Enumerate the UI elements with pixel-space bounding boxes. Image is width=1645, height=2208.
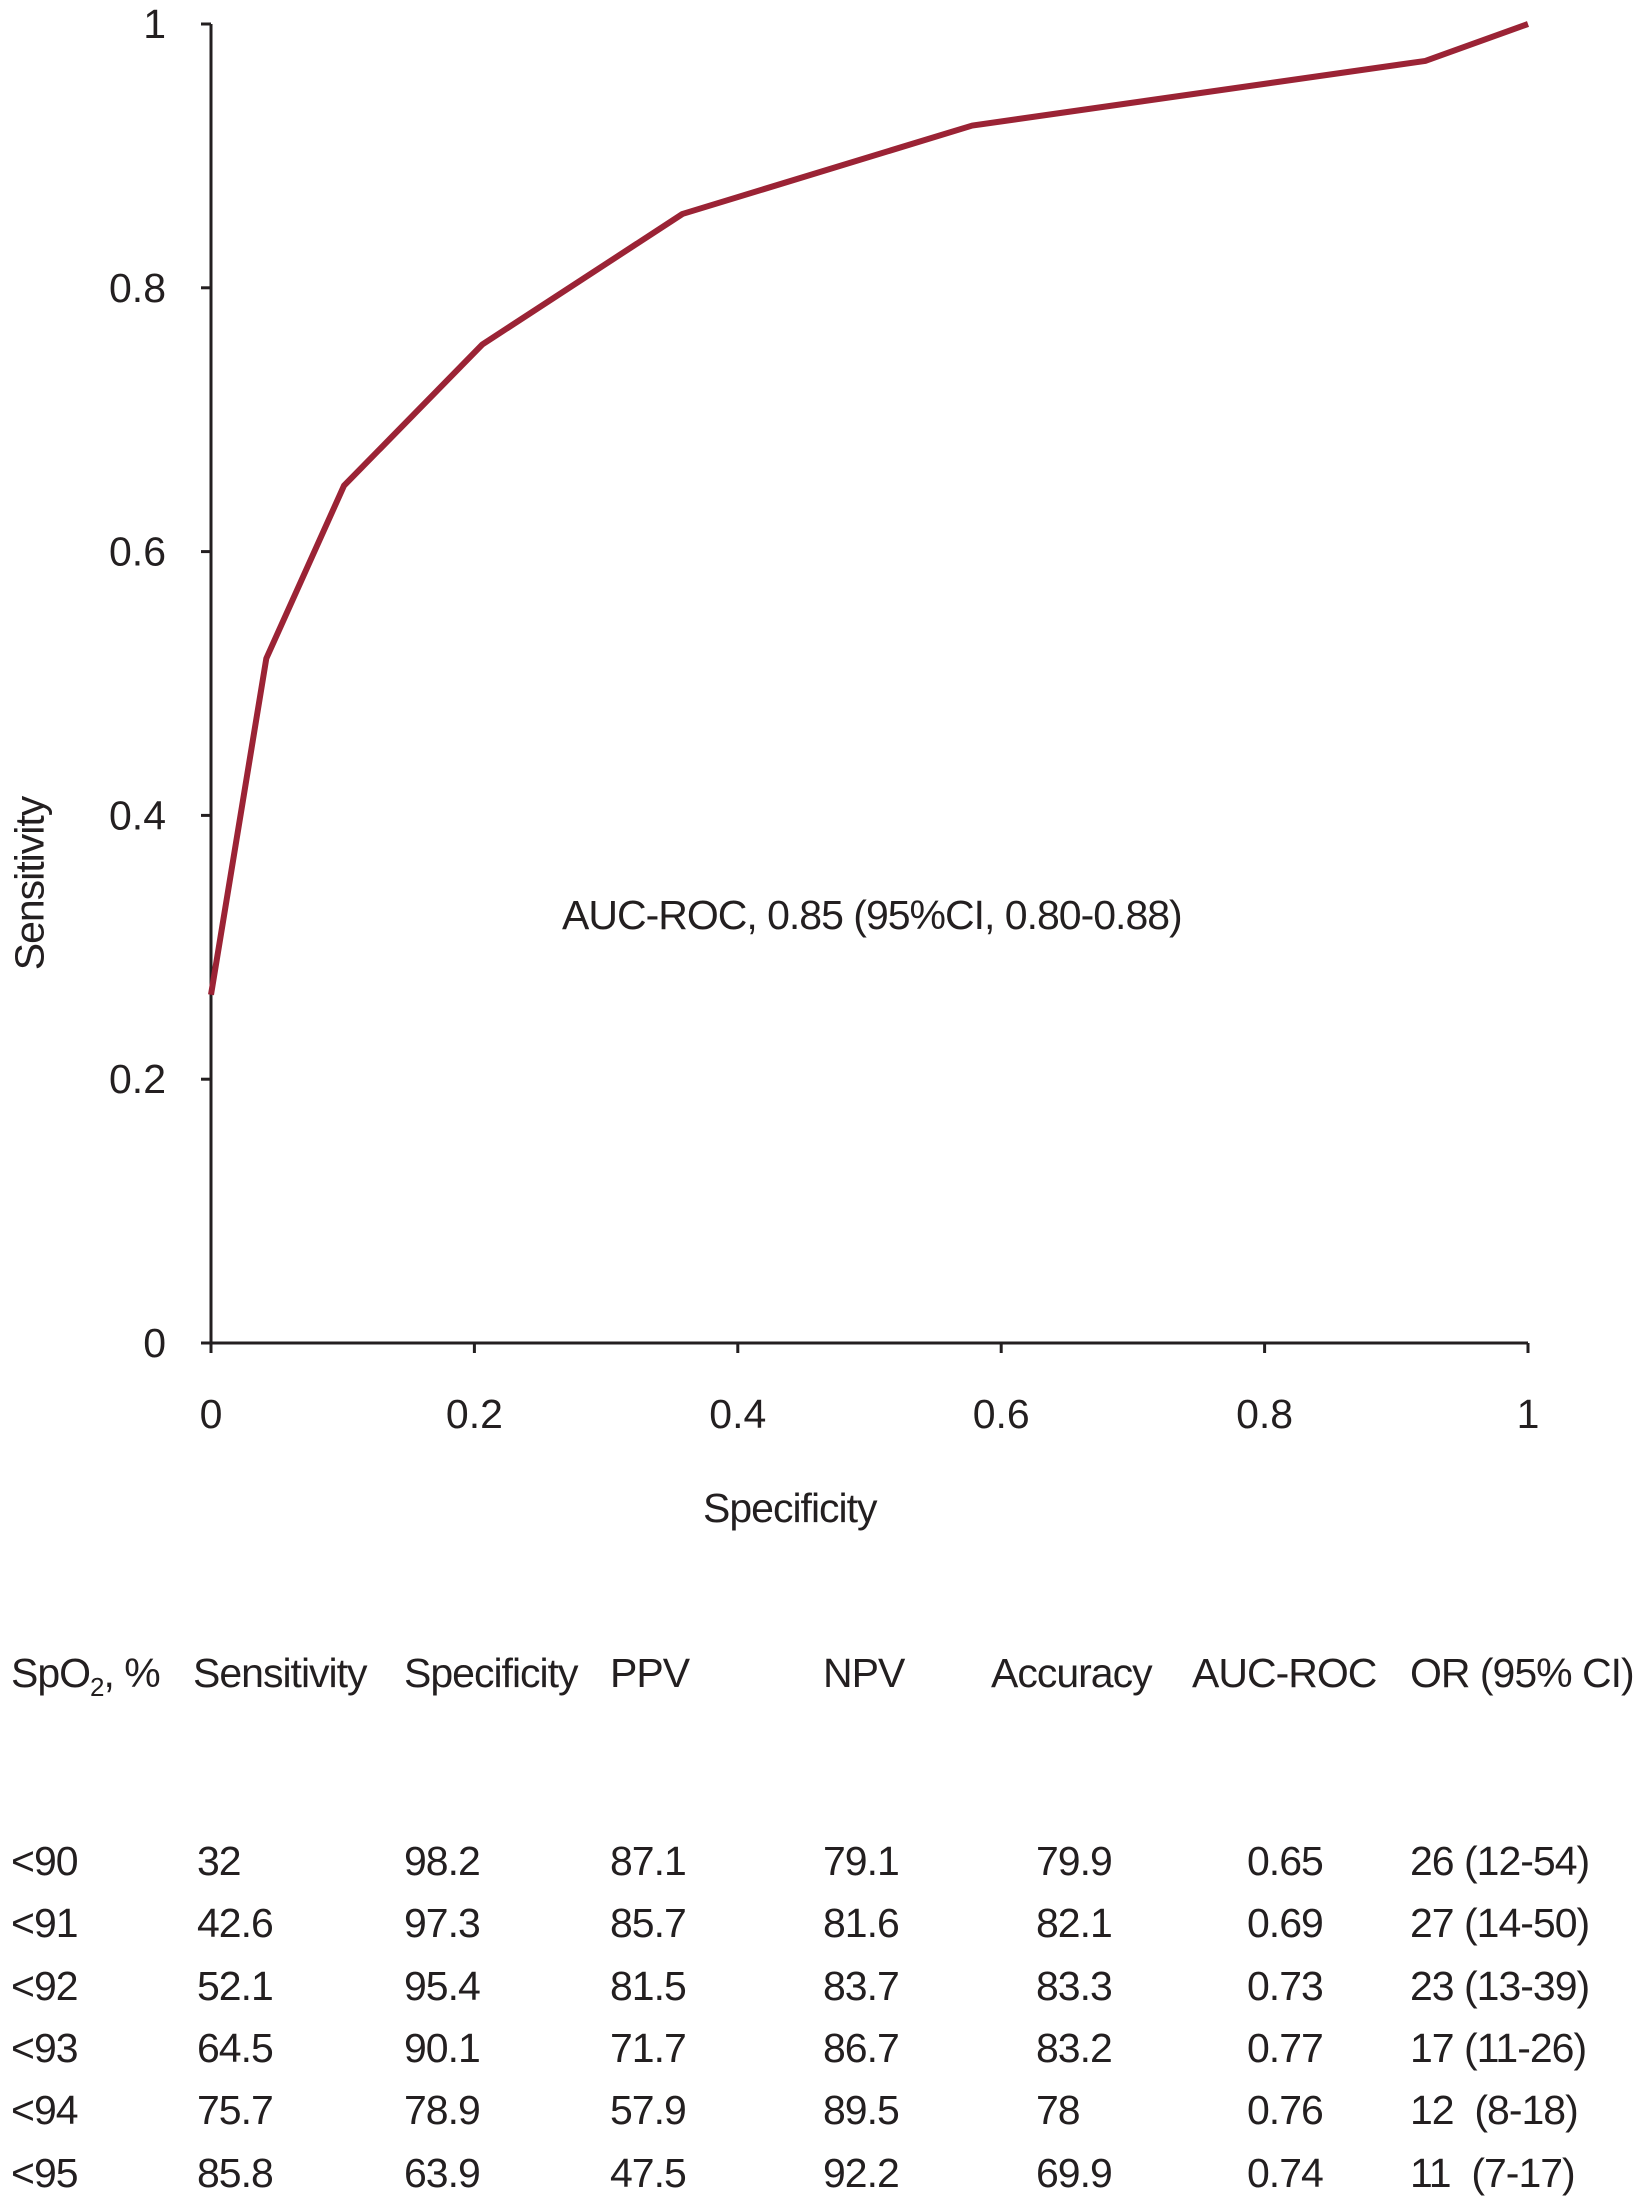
- table-cell: 86.7: [823, 2024, 900, 2071]
- table-cell: 79.9: [1036, 1838, 1113, 1884]
- table-cell: 81.5: [610, 1962, 687, 2009]
- table-cell: 75.7: [197, 2087, 274, 2134]
- table-cell: 97.3: [404, 1900, 481, 1947]
- table-cell: 78.9: [404, 2087, 481, 2134]
- table-cell: <94: [11, 2087, 79, 2134]
- table-cell: 78: [1036, 2087, 1081, 2134]
- y-axis-label: Sensitivity: [6, 796, 53, 971]
- y-tick-label: 1: [143, 1, 166, 47]
- table-cell: 82.1: [1036, 1900, 1113, 1947]
- table-cell: 17 (11-26): [1410, 2024, 1587, 2071]
- table-cell: 27 (14-50): [1410, 1900, 1590, 1947]
- table-cell: 85.7: [610, 1900, 687, 1947]
- table-cell: 92.2: [823, 2149, 900, 2196]
- x-tick-label: 0: [200, 1391, 223, 1437]
- x-axis-label: Specificity: [703, 1485, 878, 1531]
- table-cell: 89.5: [823, 2087, 900, 2134]
- table-header: OR (95% CI): [1410, 1650, 1635, 1696]
- header-spo2: SpO2, %: [11, 1650, 161, 1703]
- table-cell: 32: [197, 1838, 242, 1884]
- y-tick-label: 0.8: [109, 265, 166, 311]
- table-cell: <95: [11, 2149, 79, 2196]
- table-cell: 90.1: [404, 2024, 481, 2071]
- table-header: Sensitivity: [193, 1650, 368, 1696]
- table-cell: 23 (13-39): [1410, 1962, 1590, 2009]
- table-cell: 0.65: [1247, 1838, 1324, 1884]
- table-header: PPV: [610, 1650, 690, 1696]
- table-cell: <90: [11, 1838, 79, 1884]
- table-cell: 42.6: [197, 1900, 274, 1947]
- table-cell: 85.8: [197, 2149, 274, 2196]
- table-cell: 87.1: [610, 1838, 687, 1884]
- x-tick-label: 0.8: [1236, 1391, 1293, 1437]
- table-cell: 0.73: [1247, 1962, 1324, 2009]
- table-cell: 12 (8-18): [1410, 2087, 1579, 2134]
- table-cell: 63.9: [404, 2149, 481, 2196]
- y-tick-label: 0: [143, 1320, 166, 1366]
- table-cell: 52.1: [197, 1962, 274, 2009]
- roc-chart: 0 0.2 0.4 0.6 0.8 1 0 0.2 0.4 0.6 0.8 1: [109, 1, 1540, 1437]
- table-cell: 83.7: [823, 1962, 900, 2009]
- y-tick-label: 0.6: [109, 529, 166, 575]
- table-cell: 11 (7-17): [1410, 2149, 1576, 2196]
- table-cell: 0.76: [1247, 2087, 1324, 2134]
- table-header: NPV: [823, 1650, 905, 1696]
- table-cell: 57.9: [610, 2087, 687, 2134]
- auc-annotation: AUC-ROC, 0.85 (95%CI, 0.80-0.88): [562, 892, 1183, 938]
- table-cell: 0.77: [1247, 2024, 1324, 2071]
- x-tick-label: 0.2: [446, 1391, 503, 1437]
- table-cell: 81.6: [823, 1900, 900, 1947]
- table-header: Specificity: [404, 1650, 579, 1696]
- table-cell: 0.74: [1247, 2149, 1324, 2196]
- table-cell: 69.9: [1036, 2149, 1113, 2196]
- table-cell: <93: [11, 2024, 79, 2071]
- roc-curve: [208, 21, 1530, 996]
- x-tick-label: 0.6: [973, 1391, 1030, 1437]
- table-cell: 26 (12-54): [1410, 1838, 1590, 1884]
- table-cell: 64.5: [197, 2024, 274, 2071]
- table-cell: <91: [11, 1900, 79, 1947]
- table-header: AUC-ROC: [1192, 1650, 1377, 1696]
- y-tick-label: 0.2: [109, 1056, 166, 1102]
- table-cell: 79.1: [823, 1838, 900, 1884]
- table-cell: 83.2: [1036, 2024, 1113, 2071]
- x-tick-label: 0.4: [709, 1391, 766, 1437]
- y-tick-label: 0.4: [109, 792, 166, 838]
- table-header: Accuracy: [991, 1650, 1153, 1696]
- table-cell: 71.7: [610, 2024, 687, 2071]
- x-tick-label: 1: [1517, 1391, 1540, 1437]
- table-cell: <92: [11, 1962, 79, 2009]
- table-cell: 95.4: [404, 1962, 481, 2009]
- table-cell: 98.2: [404, 1838, 481, 1884]
- table-cell: 47.5: [610, 2149, 687, 2196]
- table-cell: 83.3: [1036, 1962, 1113, 2009]
- table-cell: 0.69: [1247, 1900, 1324, 1947]
